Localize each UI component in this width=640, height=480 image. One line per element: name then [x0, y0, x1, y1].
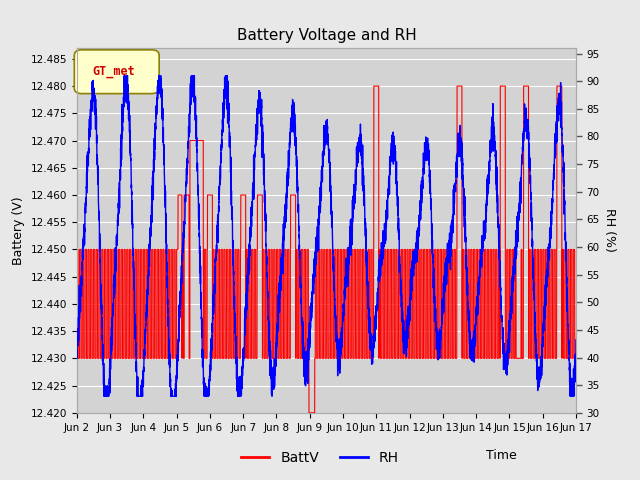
FancyBboxPatch shape	[74, 50, 159, 94]
Legend: BattV, RH: BattV, RH	[236, 445, 404, 471]
X-axis label: Time: Time	[486, 449, 516, 462]
Title: Battery Voltage and RH: Battery Voltage and RH	[237, 28, 416, 43]
Y-axis label: RH (%): RH (%)	[604, 208, 616, 252]
Y-axis label: Battery (V): Battery (V)	[12, 196, 25, 264]
Text: GT_met: GT_met	[93, 65, 136, 78]
